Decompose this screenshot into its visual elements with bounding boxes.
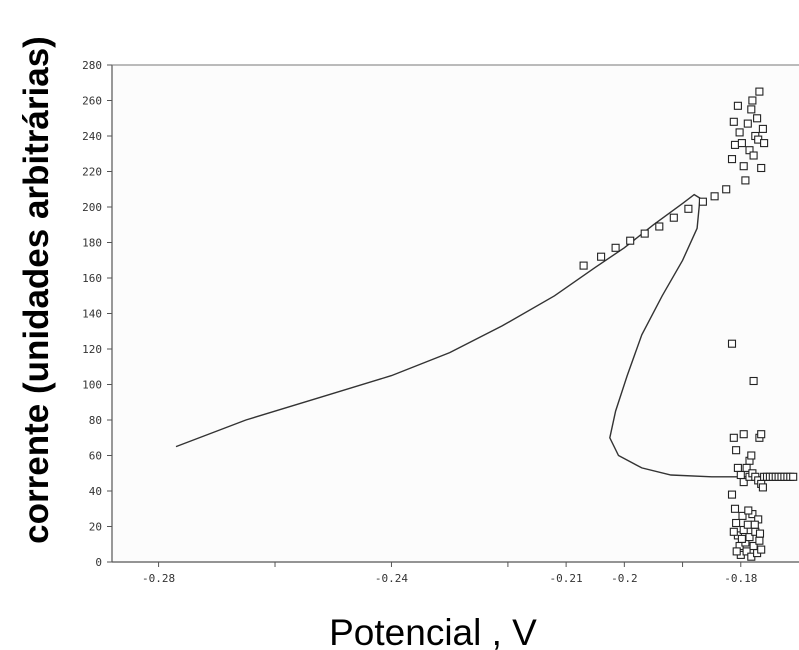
data-point bbox=[760, 139, 769, 148]
x-tick-label: -0.2 bbox=[611, 572, 638, 585]
data-point bbox=[757, 163, 766, 173]
y-tick-label: 40 bbox=[89, 485, 102, 498]
y-tick-label: 160 bbox=[82, 272, 102, 285]
data-point bbox=[727, 155, 737, 164]
y-tick-label: 20 bbox=[89, 521, 102, 534]
data-point bbox=[729, 117, 738, 126]
y-tick-label: 120 bbox=[82, 343, 102, 356]
data-point bbox=[744, 506, 753, 515]
data-point bbox=[747, 105, 756, 114]
data-point bbox=[733, 463, 742, 472]
y-tick-label: 0 bbox=[95, 556, 102, 569]
data-point bbox=[684, 204, 693, 213]
data-point bbox=[755, 529, 765, 538]
data-point bbox=[750, 520, 759, 529]
data-point bbox=[743, 520, 752, 529]
data-point bbox=[579, 261, 588, 270]
data-point bbox=[737, 139, 746, 148]
y-tick-label: 200 bbox=[82, 201, 102, 214]
data-point bbox=[611, 243, 620, 252]
data-point bbox=[753, 114, 762, 123]
data-point bbox=[729, 433, 738, 442]
data-point bbox=[739, 478, 748, 487]
y-tick-label: 140 bbox=[82, 308, 102, 321]
data-point bbox=[747, 451, 756, 460]
data-point bbox=[732, 446, 741, 455]
data-point bbox=[745, 146, 754, 155]
y-tick-label: 80 bbox=[89, 414, 102, 427]
data-point bbox=[743, 119, 752, 128]
data-point bbox=[742, 547, 751, 556]
x-tick-label: -0.18 bbox=[724, 572, 757, 585]
data-point bbox=[727, 490, 737, 499]
data-point bbox=[732, 518, 741, 528]
data-point bbox=[669, 213, 678, 222]
data-point bbox=[735, 128, 744, 137]
x-ticks: -0.28 -0.24 -0.21 -0.2 -0.18 bbox=[142, 562, 757, 585]
x-axis-title: Potencial , V bbox=[329, 612, 537, 650]
data-point bbox=[789, 472, 798, 481]
data-point bbox=[738, 511, 747, 520]
data-point bbox=[727, 339, 737, 348]
data-point bbox=[736, 470, 745, 480]
data-point bbox=[757, 545, 766, 554]
data-point bbox=[729, 527, 738, 536]
plot-area bbox=[112, 65, 799, 562]
data-point bbox=[730, 140, 740, 149]
y-tick-label: 280 bbox=[82, 59, 102, 72]
data-point bbox=[655, 222, 664, 231]
data-point bbox=[745, 533, 754, 542]
y-tick-label: 240 bbox=[82, 130, 102, 143]
y-ticks: 0 20 40 60 80 100 120 140 160 180 200 220 240 260 280 bbox=[82, 59, 112, 569]
y-tick-label: 180 bbox=[82, 237, 102, 250]
data-point bbox=[741, 176, 750, 185]
series-layer bbox=[175, 87, 798, 561]
x-tick-label: -0.21 bbox=[550, 572, 583, 585]
data-point bbox=[730, 504, 740, 513]
data-point bbox=[758, 483, 767, 492]
data-point bbox=[733, 101, 742, 110]
data-point bbox=[749, 151, 758, 160]
data-point bbox=[739, 430, 748, 439]
y-tick-label: 60 bbox=[89, 450, 102, 463]
x-tick-label: -0.28 bbox=[142, 572, 175, 585]
y-tick-label: 260 bbox=[82, 95, 102, 108]
y-tick-label: 100 bbox=[82, 379, 102, 392]
data-point bbox=[737, 534, 746, 543]
data-point bbox=[722, 185, 731, 194]
x-tick-label: -0.24 bbox=[375, 572, 408, 585]
y-tick-label: 220 bbox=[82, 166, 102, 179]
data-point bbox=[698, 197, 707, 206]
data-point bbox=[758, 124, 767, 133]
data-point bbox=[640, 229, 649, 238]
y-axis-title: corrente (unidades arbitrárias) bbox=[17, 36, 56, 544]
data-point bbox=[597, 252, 606, 261]
data-point bbox=[626, 236, 635, 245]
data-point bbox=[755, 87, 764, 96]
data-point bbox=[739, 162, 748, 171]
data-point bbox=[732, 547, 741, 556]
data-point bbox=[749, 376, 758, 386]
data-point bbox=[757, 430, 766, 439]
data-point bbox=[739, 525, 748, 535]
data-point bbox=[742, 463, 751, 472]
data-point bbox=[710, 192, 719, 201]
data-point bbox=[755, 536, 764, 545]
data-point bbox=[748, 96, 757, 105]
